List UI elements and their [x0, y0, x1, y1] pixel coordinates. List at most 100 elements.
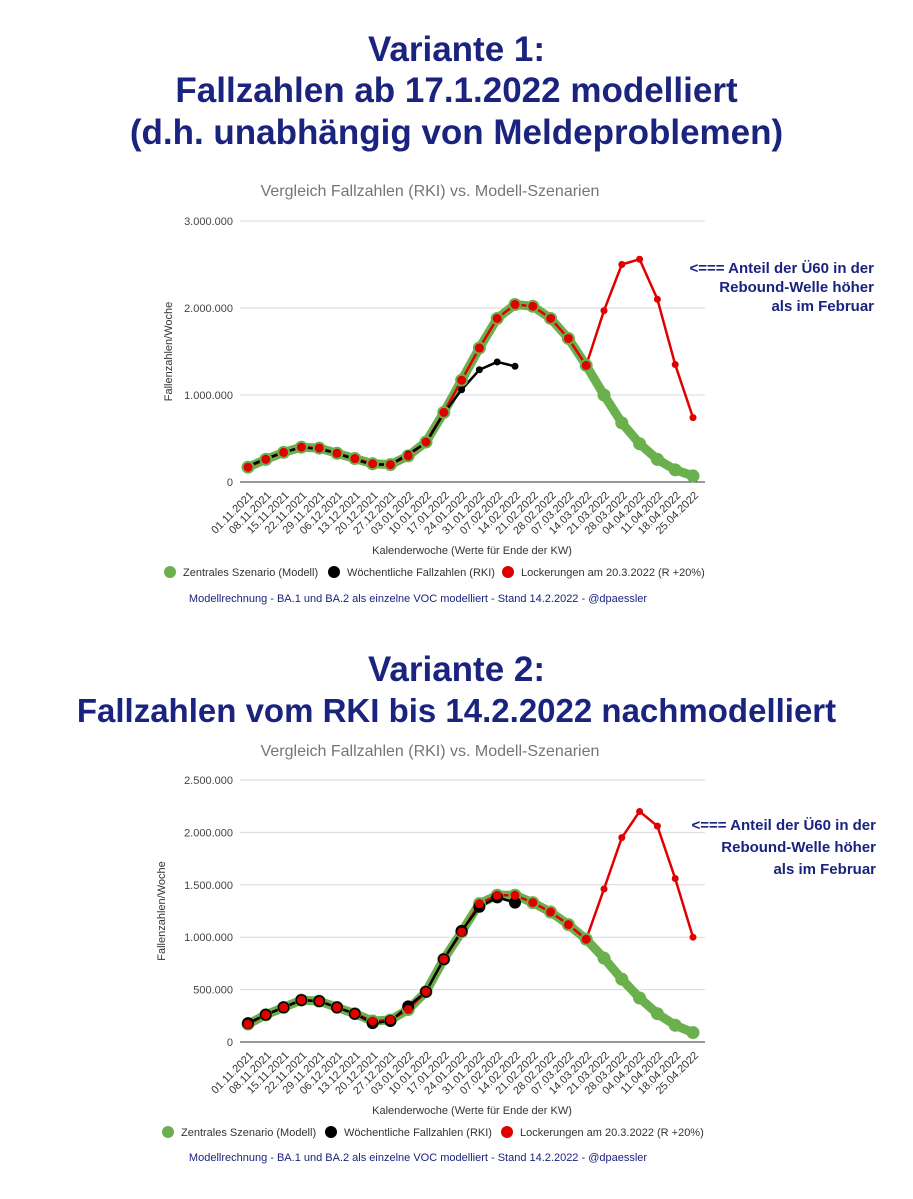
data-point-zentrales-szenario	[686, 469, 700, 483]
data-point-lockerungen	[350, 454, 360, 464]
chart-footer: Modellrechnung - BA.1 und BA.2 als einze…	[189, 1152, 647, 1164]
variant-1-heading-line-3: (d.h. unabhängig von Meldeproblemen)	[129, 113, 784, 152]
y-axis-label: Fallenzahlen/Woche	[156, 861, 168, 960]
variant-1-heading: Variante 1: Fallzahlen ab 17.1.2022 mode…	[0, 30, 913, 154]
data-point-lockerungen	[563, 333, 573, 343]
data-point-lockerungen	[546, 907, 556, 917]
legend-label: Lockerungen am 20.3.2022 (R +20%)	[520, 1127, 704, 1139]
data-point-lockerungen	[581, 934, 591, 944]
annotation-line: <=== Anteil der Ü60 in der	[689, 260, 874, 277]
data-point-lockerungen	[332, 1002, 342, 1012]
annotation-line: Rebound-Welle höher	[719, 279, 874, 296]
y-tick-label: 1.500.000	[184, 880, 233, 892]
data-point-lockerungen	[261, 454, 271, 464]
data-point-lockerungen	[618, 834, 626, 842]
data-point-lockerungen	[689, 933, 697, 941]
data-point-zentrales-szenario	[597, 388, 611, 402]
data-point-lockerungen	[618, 261, 626, 268]
data-point-lockerungen	[385, 1015, 395, 1025]
annotation-line: als im Februar	[773, 861, 876, 878]
x-axis-label: Kalenderwoche (Werte für Ende der KW)	[372, 545, 572, 557]
legend-marker	[328, 566, 340, 578]
data-point-lockerungen	[385, 460, 395, 470]
data-point-zentrales-szenario	[668, 1018, 682, 1032]
data-point-lockerungen	[368, 459, 378, 469]
y-tick-label: 2.000.000	[184, 827, 233, 839]
data-point-lockerungen	[439, 954, 449, 964]
legend-label: Lockerungen am 20.3.2022 (R +20%)	[521, 567, 705, 579]
data-point-lockerungen	[563, 920, 573, 930]
series-line-rki-fallzahlen	[247, 896, 516, 1025]
y-tick-label: 0	[227, 1037, 233, 1049]
data-point-lockerungen	[600, 885, 608, 893]
data-point-lockerungen	[457, 375, 467, 385]
y-tick-label: 500.000	[193, 985, 233, 997]
chart-footer: Modellrechnung - BA.1 und BA.2 als einze…	[189, 593, 647, 605]
data-point-rki-fallzahlen	[475, 366, 483, 374]
legend-marker	[501, 1126, 513, 1138]
y-tick-label: 1.000.000	[184, 932, 233, 944]
data-point-zentrales-szenario	[633, 991, 647, 1005]
annotation-line: <=== Anteil der Ü60 in der	[691, 817, 876, 834]
annotation-line: Rebound-Welle höher	[721, 839, 876, 856]
data-point-zentrales-szenario	[668, 463, 682, 477]
data-point-lockerungen	[314, 443, 324, 453]
legend-marker	[325, 1126, 337, 1138]
data-point-zentrales-szenario	[615, 972, 629, 986]
data-point-lockerungen	[528, 898, 538, 908]
data-point-lockerungen	[403, 1005, 413, 1015]
data-point-lockerungen	[279, 1002, 289, 1012]
data-point-lockerungen	[671, 361, 679, 369]
series-line-rki-fallzahlen	[247, 360, 516, 468]
data-point-lockerungen	[421, 437, 431, 447]
data-point-zentrales-szenario	[615, 416, 629, 430]
data-point-lockerungen	[528, 301, 538, 311]
legend-label: Zentrales Szenario (Modell)	[181, 1127, 316, 1139]
data-point-rki-fallzahlen	[509, 896, 521, 909]
data-point-lockerungen	[653, 822, 661, 830]
data-point-lockerungen	[474, 343, 484, 353]
data-point-lockerungen	[332, 448, 342, 458]
series-line-lockerungen	[585, 810, 695, 940]
data-point-lockerungen	[439, 407, 449, 417]
legend-marker	[162, 1126, 174, 1138]
y-axis-label: Fallenzahlen/Woche	[163, 302, 175, 401]
data-point-lockerungen	[296, 442, 306, 452]
chart-title: Vergleich Fallzahlen (RKI) vs. Modell-Sz…	[261, 743, 600, 760]
data-point-lockerungen	[314, 996, 324, 1006]
data-point-lockerungen	[671, 875, 679, 883]
legend-label: Wöchentliche Fallzahlen (RKI)	[344, 1127, 492, 1139]
data-point-lockerungen	[457, 927, 467, 937]
data-point-zentrales-szenario	[686, 1026, 700, 1040]
variant-2-heading-line-2: Fallzahlen vom RKI bis 14.2.2022 nachmod…	[76, 692, 837, 729]
data-point-zentrales-szenario	[597, 951, 611, 965]
data-point-lockerungen	[421, 987, 431, 997]
data-point-zentrales-szenario	[633, 437, 647, 451]
data-point-lockerungen	[492, 890, 502, 900]
y-tick-label: 2.500.000	[184, 775, 233, 787]
y-tick-label: 3.000.000	[184, 216, 233, 228]
variant-2-heading-line-1: Variante 2:	[367, 650, 546, 689]
data-point-lockerungen	[350, 1009, 360, 1019]
data-point-lockerungen	[296, 995, 306, 1005]
chart-title: Vergleich Fallzahlen (RKI) vs. Modell-Sz…	[261, 183, 600, 200]
data-point-lockerungen	[261, 1010, 271, 1020]
data-point-lockerungen	[689, 414, 697, 422]
variant-2-heading: Variante 2: Fallzahlen vom RKI bis 14.2.…	[0, 650, 913, 732]
legend-marker	[502, 566, 514, 578]
legend-marker	[164, 566, 176, 578]
chart-variant-1: Vergleich Fallzahlen (RKI) vs. Modell-Sz…	[163, 183, 874, 605]
data-point-lockerungen	[581, 360, 591, 370]
legend-label: Wöchentliche Fallzahlen (RKI)	[347, 567, 495, 579]
data-point-lockerungen	[474, 899, 484, 909]
data-point-lockerungen	[510, 890, 520, 900]
data-point-zentrales-szenario	[650, 452, 664, 466]
variant-1-heading-line-1: Variante 1:	[367, 30, 546, 69]
data-point-rki-fallzahlen	[511, 362, 519, 370]
data-point-lockerungen	[600, 307, 608, 315]
data-point-rki-fallzahlen	[458, 386, 466, 394]
data-point-rki-fallzahlen	[493, 358, 501, 366]
data-point-lockerungen	[403, 451, 413, 461]
y-tick-label: 2.000.000	[184, 303, 233, 315]
data-point-lockerungen	[636, 255, 644, 263]
